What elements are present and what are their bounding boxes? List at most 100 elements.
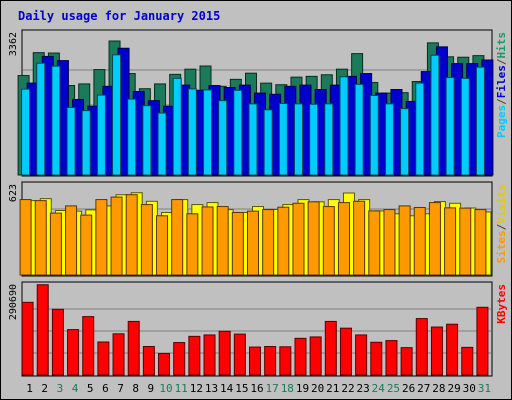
bar-pages-day-3 (51, 65, 61, 176)
bar-sites-day-9 (140, 204, 153, 276)
bar-sites-day-28 (428, 202, 441, 276)
bar-pages-day-19 (293, 103, 303, 176)
x-tick-label-27: 27 (417, 382, 430, 395)
x-tick-label-8: 8 (132, 382, 139, 395)
bar-kbytes-day-10 (158, 353, 171, 376)
bar-pages-day-15 (233, 89, 243, 176)
bar-kbytes-day-5 (82, 316, 95, 376)
bar-pages-day-18 (278, 102, 288, 176)
bar-kbytes-day-4 (67, 329, 80, 376)
x-tick-label-4: 4 (72, 382, 79, 395)
bar-kbytes-day-3 (51, 308, 64, 376)
bar-kbytes-day-13 (203, 334, 216, 376)
legend-visits: Visits (495, 184, 508, 224)
x-tick-label-9: 9 (148, 382, 155, 395)
legend-pages: Pages (495, 105, 508, 138)
x-tick-label-26: 26 (402, 382, 415, 395)
bar-pages-day-4 (66, 106, 76, 176)
bar-sites-day-27 (413, 206, 426, 276)
legend-sites: Sites (495, 230, 508, 263)
bar-sites-day-14 (216, 206, 229, 276)
bar-sites-day-17 (262, 209, 275, 276)
x-tick-label-28: 28 (432, 382, 445, 395)
bar-sites-day-31 (474, 209, 487, 276)
x-tick-label-5: 5 (87, 382, 94, 395)
bar-kbytes-day-22 (339, 327, 352, 376)
x-tick-label-7: 7 (117, 382, 124, 395)
bar-kbytes-day-21 (324, 320, 337, 376)
bar-sites-day-2 (34, 200, 47, 276)
bar-pages-day-5 (81, 110, 91, 176)
x-tick-label-18: 18 (281, 382, 294, 395)
bar-sites-day-21 (322, 206, 335, 276)
bar-sites-day-26 (398, 205, 411, 276)
bar-pages-day-27 (415, 82, 425, 176)
bar-sites-day-22 (337, 202, 350, 276)
bar-pages-day-11 (172, 77, 182, 176)
x-tick-label-14: 14 (220, 382, 234, 395)
bar-pages-day-21 (324, 103, 334, 176)
bar-pages-day-7 (112, 54, 122, 176)
bar-sites-day-5 (80, 214, 93, 276)
x-tick-label-30: 30 (463, 382, 476, 395)
bar-sites-day-18 (277, 206, 290, 276)
bar-sites-day-20 (307, 201, 320, 276)
bar-sites-day-25 (383, 209, 396, 276)
panel-sites-visits: 623 Sites/Visits (8, 181, 508, 277)
bar-sites-day-1 (19, 199, 32, 276)
x-tick-label-29: 29 (447, 382, 460, 395)
bar-kbytes-day-11 (173, 342, 186, 376)
x-tick-label-15: 15 (235, 382, 248, 395)
x-tick-label-20: 20 (311, 382, 324, 395)
x-tick-label-19: 19 (296, 382, 309, 395)
chart-title: Daily usage for January 2015 (18, 9, 220, 23)
bar-sites-day-6 (95, 199, 108, 276)
bar-kbytes-day-1 (21, 301, 34, 376)
bar-sites-day-3 (49, 212, 62, 276)
bar-sites-day-8 (125, 194, 138, 276)
x-tick-label-2: 2 (41, 382, 48, 395)
bar-pages-day-14 (218, 100, 228, 176)
series-legend: Pages/Files/Hits (495, 32, 508, 138)
bar-kbytes-day-2 (36, 284, 49, 376)
x-tick-label-12: 12 (190, 382, 203, 395)
bar-pages-day-28 (430, 54, 440, 176)
bar-pages-day-30 (460, 77, 470, 176)
bar-sites-day-15 (231, 211, 244, 276)
bar-kbytes-day-15 (233, 333, 246, 376)
bar-pages-day-31 (475, 66, 485, 176)
bar-kbytes-day-31 (476, 306, 489, 376)
bar-sites-day-29 (444, 207, 457, 276)
bar-kbytes-day-14 (218, 330, 231, 376)
bar-pages-day-23 (354, 83, 364, 176)
x-tick-label-6: 6 (102, 382, 109, 395)
x-tick-label-3: 3 (57, 382, 64, 395)
bar-kbytes-day-26 (400, 347, 413, 376)
bar-kbytes-day-23 (355, 334, 368, 376)
chart-panels: 3362Pages/Files/Hits623Sites/Visits29069… (8, 29, 508, 377)
bar-pages-day-24 (369, 94, 379, 176)
bar-sites-day-16 (247, 210, 259, 276)
bar-pages-day-8 (127, 98, 137, 176)
bar-pages-day-25 (384, 103, 394, 176)
bar-kbytes-day-6 (97, 341, 110, 376)
x-tick-label-22: 22 (341, 382, 354, 395)
bar-pages-day-9 (142, 105, 152, 176)
bar-pages-day-17 (263, 109, 273, 176)
bar-pages-day-20 (309, 103, 319, 176)
bar-kbytes-day-19 (294, 337, 307, 376)
bar-kbytes-day-9 (142, 346, 155, 376)
bar-pages-day-12 (187, 88, 197, 176)
x-tick-label-10: 10 (159, 382, 172, 395)
bar-pages-day-29 (445, 77, 455, 176)
x-tick-label-11: 11 (175, 382, 188, 395)
bar-kbytes-day-20 (309, 336, 322, 376)
bar-pages-day-22 (339, 76, 349, 176)
bar-sites-day-19 (292, 202, 305, 276)
y-axis-max-label: 623 (8, 184, 19, 202)
x-tick-label-23: 23 (357, 382, 370, 395)
bar-kbytes-day-29 (446, 323, 459, 376)
x-tick-label-1: 1 (26, 382, 33, 395)
